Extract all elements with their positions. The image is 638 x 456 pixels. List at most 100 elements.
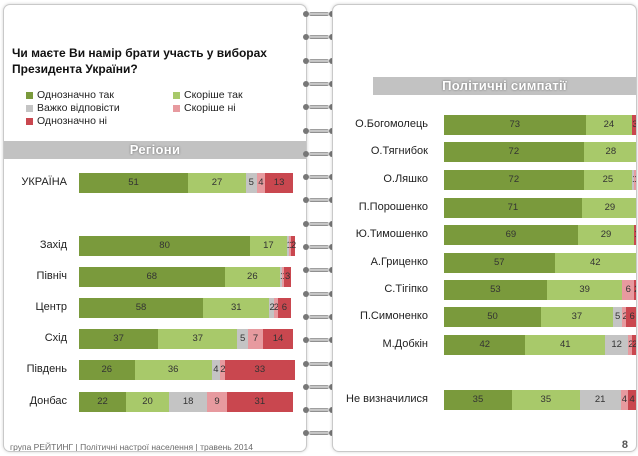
legend-swatch bbox=[173, 91, 180, 99]
legend-item: Скоріше ні bbox=[173, 102, 236, 114]
binder-ring bbox=[303, 33, 335, 42]
legend-label: Однозначно так bbox=[37, 89, 114, 101]
bar-segment: 2 bbox=[269, 298, 275, 318]
bar-segment: 71 bbox=[444, 198, 582, 218]
legend-swatch bbox=[173, 104, 180, 112]
binder-ring bbox=[303, 266, 335, 275]
category-label: Донбас bbox=[29, 395, 67, 407]
bar-segment: 1 bbox=[634, 170, 636, 190]
bar-segment: 26 bbox=[224, 267, 281, 287]
bar-segment: 5 bbox=[245, 173, 257, 193]
bar-segment: 39 bbox=[546, 280, 623, 300]
binder-ring bbox=[303, 80, 335, 89]
question-title: Чи маєте Ви намір брати участь у виборах… bbox=[12, 46, 267, 76]
legend-label: Скоріше ні bbox=[184, 102, 236, 114]
bar-segment: 73 bbox=[444, 115, 586, 135]
bar-segment: 27 bbox=[188, 173, 246, 193]
category-label: П.Порошенко bbox=[358, 201, 428, 213]
category-label: О.Тягнибок bbox=[370, 145, 428, 157]
bar-segment: 36 bbox=[134, 360, 212, 380]
category-label: О.Богомолець bbox=[355, 118, 428, 130]
binder-ring bbox=[303, 360, 335, 369]
category-label: М.Добкін bbox=[382, 338, 428, 350]
category-label: А.Гриценко bbox=[370, 256, 428, 268]
bar-segment: 42 bbox=[554, 253, 636, 273]
bar-segment: 2 bbox=[632, 335, 636, 355]
binder-ring bbox=[303, 196, 335, 205]
bar-segment: 29 bbox=[581, 198, 636, 218]
category-label: Схід bbox=[44, 332, 67, 344]
bar-segment: 69 bbox=[444, 225, 578, 245]
legend-label: Важко відповісти bbox=[37, 102, 120, 114]
bar-segment: 4 bbox=[628, 390, 636, 410]
bar-segment: 7 bbox=[248, 329, 264, 349]
binder-ring bbox=[303, 150, 335, 159]
bar-segment: 1 bbox=[634, 225, 636, 245]
bar-segment: 2 bbox=[622, 307, 628, 327]
bar-segment: 3 bbox=[284, 267, 291, 287]
bar-segment: 14 bbox=[263, 329, 293, 349]
political-sympathies-banner: Політичні симпатії bbox=[373, 77, 636, 95]
bar-segment: 4 bbox=[620, 390, 629, 410]
binder-ring bbox=[303, 57, 335, 66]
binder-ring bbox=[303, 127, 335, 136]
binder-ring bbox=[303, 313, 335, 322]
legend-item: Важко відповісти bbox=[26, 102, 120, 114]
bar-segment: 53 bbox=[444, 280, 547, 300]
binder-ring bbox=[303, 336, 335, 345]
binder-ring bbox=[303, 429, 335, 438]
legend-swatch bbox=[26, 117, 33, 125]
category-label: Ю.Тимошенко bbox=[355, 228, 428, 240]
category-label: Південь bbox=[26, 363, 67, 375]
bar-segment: 2 bbox=[290, 236, 296, 256]
bar-segment: 6 bbox=[278, 298, 291, 318]
legend-item: Однозначно ні bbox=[26, 115, 107, 127]
bar-segment: 3 bbox=[632, 115, 636, 135]
bar-segment: 72 bbox=[444, 170, 584, 190]
bar-segment: 20 bbox=[126, 392, 169, 412]
binder-rings bbox=[303, 10, 335, 450]
bar-segment: 13 bbox=[265, 173, 293, 193]
bar-segment: 22 bbox=[79, 392, 127, 412]
category-label: О.Ляшко bbox=[383, 173, 428, 185]
binder-ring bbox=[303, 383, 335, 392]
bar-segment: 6 bbox=[622, 280, 635, 300]
category-label: УКРАЇНА bbox=[21, 176, 67, 188]
bar-segment: 50 bbox=[444, 307, 541, 327]
bar-segment: 1 bbox=[632, 170, 636, 190]
category-label: С.Тігіпко bbox=[384, 283, 428, 295]
bar-segment: 37 bbox=[541, 307, 613, 327]
category-label: Центр bbox=[35, 301, 68, 313]
bar-segment: 35 bbox=[511, 390, 580, 410]
bar-segment: 2 bbox=[220, 360, 226, 380]
bar-segment: 68 bbox=[79, 267, 225, 287]
bar-segment: 37 bbox=[158, 329, 238, 349]
bar-segment: 35 bbox=[444, 390, 512, 410]
bar-segment: 33 bbox=[224, 360, 296, 380]
binder-ring bbox=[303, 220, 335, 229]
legend-label: Однозначно ні bbox=[37, 115, 107, 127]
bar-segment: 51 bbox=[79, 173, 189, 193]
bar-segment: 1 bbox=[636, 253, 637, 273]
page-number: 8 bbox=[621, 439, 628, 451]
bar-segment: 41 bbox=[525, 335, 605, 355]
bar-segment: 72 bbox=[444, 142, 584, 162]
bar-segment: 28 bbox=[583, 142, 636, 162]
bar-segment: 1 bbox=[636, 170, 637, 190]
legend-swatch bbox=[26, 91, 33, 99]
bar-segment: 26 bbox=[79, 360, 135, 380]
bar-segment: 2 bbox=[628, 335, 634, 355]
bar-segment: 80 bbox=[79, 236, 251, 256]
bar-segment: 31 bbox=[203, 298, 270, 318]
regions-banner: Регіони bbox=[4, 141, 306, 159]
bar-segment: 29 bbox=[577, 225, 635, 245]
bar-segment: 9 bbox=[207, 392, 227, 412]
bar-segment: 24 bbox=[585, 115, 633, 135]
category-label: Захід bbox=[39, 239, 67, 251]
left-slide-panel: Чи маєте Ви намір брати участь у виборах… bbox=[3, 4, 307, 452]
bar-segment: 6 bbox=[626, 307, 636, 327]
binder-ring bbox=[303, 243, 335, 252]
legend-label: Скоріше так bbox=[184, 89, 243, 101]
legend-swatch bbox=[26, 104, 33, 112]
binder-ring bbox=[303, 406, 335, 415]
